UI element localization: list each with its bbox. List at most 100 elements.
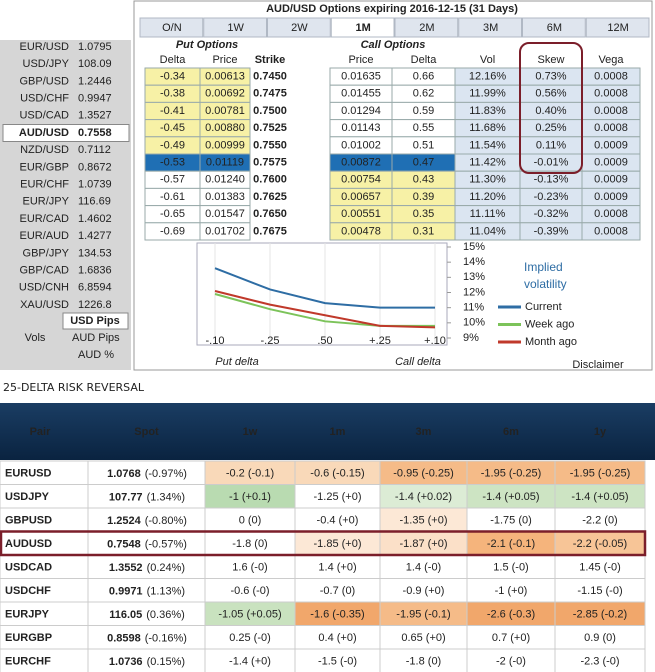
pair-name[interactable]: EUR/CAD xyxy=(19,213,69,225)
rr-pair[interactable]: GBPUSD xyxy=(5,515,52,527)
rr-spot: 107.77 xyxy=(109,491,143,503)
y-tick-label: 10% xyxy=(463,317,485,329)
tab-label[interactable]: 1M xyxy=(355,22,370,34)
tab-label[interactable]: O/N xyxy=(162,22,182,34)
tab[interactable] xyxy=(522,17,586,38)
rr-cell: -1.35 (+0) xyxy=(400,515,448,527)
cell: 0.7625 xyxy=(253,191,287,203)
column-header: Price xyxy=(212,54,237,66)
rr-pair[interactable]: EURUSD xyxy=(5,468,52,480)
disclaimer[interactable]: Disclaimer xyxy=(572,359,624,371)
rr-column-header: 1w xyxy=(243,426,258,438)
rr-cell: -1.95 (-0.25) xyxy=(570,468,631,480)
rr-change: (-0.57%) xyxy=(145,538,187,550)
cell: 0.7575 xyxy=(253,157,287,169)
cell: 0.00999 xyxy=(205,139,245,151)
pair-name[interactable]: EUR/GBP xyxy=(19,161,69,173)
cell: 0.00551 xyxy=(341,208,381,220)
tab[interactable] xyxy=(203,17,267,38)
rr-title: 25-DELTA RISK REVERSAL xyxy=(3,381,145,394)
pair-name[interactable]: GBP/CAD xyxy=(19,265,69,277)
pair-name[interactable]: NZD/USD xyxy=(20,144,69,156)
rr-pair[interactable]: USDCAD xyxy=(5,562,52,574)
tab[interactable] xyxy=(585,17,650,38)
pair-name[interactable]: EUR/AUD xyxy=(19,230,69,242)
tab[interactable] xyxy=(139,17,204,38)
cell: 0.01002 xyxy=(341,139,381,151)
pair-name[interactable]: GBP/JPY xyxy=(23,247,70,259)
rr-spot: 0.8598 xyxy=(107,632,141,644)
aud-pips[interactable]: AUD Pips xyxy=(72,332,120,344)
cell: 0.7650 xyxy=(253,208,287,220)
rr-pair[interactable]: USDCHF xyxy=(5,585,51,597)
rr-cell: -0.6 (-0.15) xyxy=(310,468,364,480)
rr-cell: 0.4 (+0) xyxy=(318,632,356,644)
rr-header-bg xyxy=(0,403,655,460)
rr-cell: -1.8 (0) xyxy=(232,538,267,550)
cell: -0.53 xyxy=(160,157,185,169)
x-tick-label: -.10 xyxy=(206,335,225,347)
rr-cell: 1.45 (-0) xyxy=(579,562,621,574)
cell: 0.01383 xyxy=(205,191,245,203)
pair-name[interactable]: EUR/CHF xyxy=(20,179,69,191)
tab-label[interactable]: 3M xyxy=(483,22,498,34)
pair-price: 108.09 xyxy=(78,58,112,70)
cell: 0.7600 xyxy=(253,174,287,186)
tab[interactable] xyxy=(458,17,522,38)
tab-label[interactable]: 12M xyxy=(607,22,628,34)
pair-name[interactable]: USD/CNH xyxy=(19,282,69,294)
cell: -0.61 xyxy=(160,191,185,203)
usd-pips[interactable]: USD Pips xyxy=(70,315,120,327)
cell: 0.01547 xyxy=(205,208,245,220)
rr-pair[interactable]: AUDUSD xyxy=(5,538,52,550)
rr-spot-text: 116.05 (0.36%) xyxy=(109,609,185,621)
pair-price: 0.8672 xyxy=(78,161,112,173)
cell: 0.7675 xyxy=(253,225,287,237)
pair-name[interactable]: GBP/USD xyxy=(19,75,69,87)
cell: 0.0008 xyxy=(594,225,628,237)
cell: 0.7550 xyxy=(253,139,287,151)
pair-name[interactable]: AUD/USD xyxy=(19,127,69,139)
rr-pair[interactable]: EURCHF xyxy=(5,656,51,668)
aud-pct[interactable]: AUD % xyxy=(78,349,114,361)
cell: 11.54% xyxy=(469,139,506,151)
rr-cell: 1.4 (-0) xyxy=(406,562,441,574)
rr-cell: 1.6 (-0) xyxy=(232,562,267,574)
cell: 0.01240 xyxy=(205,174,245,186)
pair-price: 116.69 xyxy=(78,196,111,208)
tab[interactable] xyxy=(394,17,459,38)
legend-label: Week ago xyxy=(525,318,574,330)
pair-name[interactable]: EUR/USD xyxy=(19,41,69,53)
cell: 0.0008 xyxy=(594,208,628,220)
cell: 11.68% xyxy=(469,122,506,134)
cell: 0.01702 xyxy=(205,225,245,237)
tab[interactable] xyxy=(330,17,395,38)
rr-cell: 0 (0) xyxy=(239,515,262,527)
cell: 0.7450 xyxy=(253,71,287,83)
tab-label[interactable]: 2W xyxy=(291,22,308,34)
tab-label[interactable]: 1W xyxy=(227,22,244,34)
cell: 0.11% xyxy=(536,139,567,151)
cell: 0.66 xyxy=(413,71,434,83)
x-tick-label: +.25 xyxy=(369,335,391,347)
rr-cell: -1.87 (+0) xyxy=(400,538,448,550)
pair-name[interactable]: USD/CHF xyxy=(20,93,69,105)
pair-price: 1.6836 xyxy=(78,265,112,277)
tab-label[interactable]: 2M xyxy=(419,22,434,34)
cell: 0.35 xyxy=(413,208,434,220)
pair-name[interactable]: XAU/USD xyxy=(20,299,69,311)
legend-label: Month ago xyxy=(525,336,577,348)
rr-pair[interactable]: USDJPY xyxy=(5,491,50,503)
y-tick-label: 13% xyxy=(463,271,485,283)
rr-pair[interactable]: EURJPY xyxy=(5,609,50,621)
pair-name[interactable]: USD/JPY xyxy=(23,58,70,70)
rr-cell: 0.7 (+0) xyxy=(492,632,530,644)
tab[interactable] xyxy=(267,17,331,38)
rr-cell: -2.6 (-0.3) xyxy=(487,609,535,621)
pair-name[interactable]: USD/CAD xyxy=(19,110,69,122)
tab-label[interactable]: 6M xyxy=(547,22,562,34)
cell: 11.11% xyxy=(470,208,506,220)
rr-pair[interactable]: EURGBP xyxy=(5,632,52,644)
pair-name[interactable]: EUR/JPY xyxy=(23,196,70,208)
cell-bg xyxy=(581,222,641,241)
